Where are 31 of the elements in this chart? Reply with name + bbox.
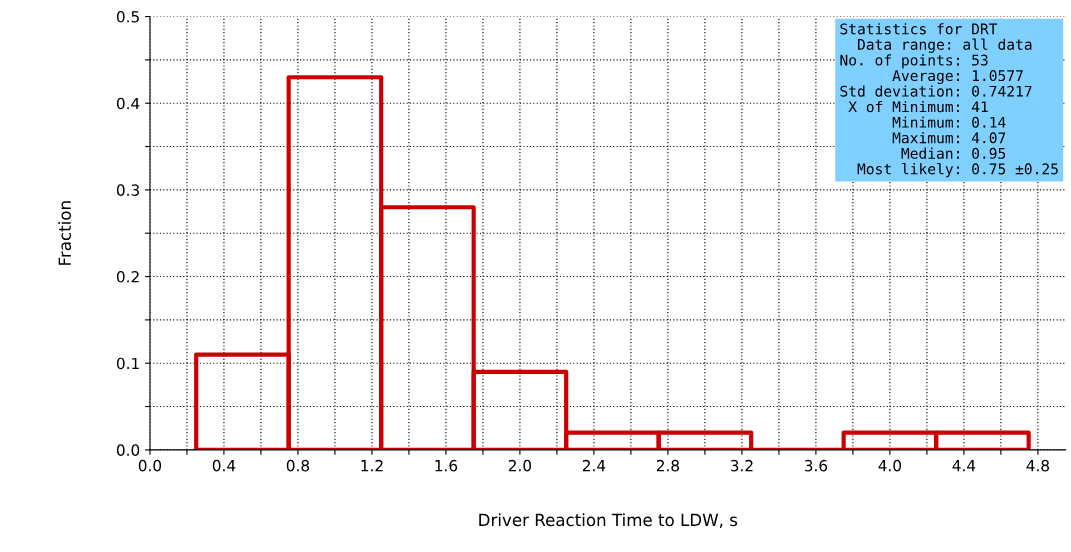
x-tick-label: 0.4 [212, 459, 236, 472]
y-axis-title: Fraction [58, 201, 72, 265]
annotation: X of Minimum: 41 [848, 100, 988, 113]
x-tick-label: 0.8 [286, 459, 310, 472]
x-tick-label: 3.6 [804, 459, 828, 472]
x-tick-label: 2.4 [582, 459, 606, 472]
x-tick-label: 1.6 [435, 459, 458, 472]
x-tick-label: 2.0 [508, 459, 532, 472]
y-tick-label: 0.5 [116, 11, 139, 23]
annotation: Maximum: 4.07 [892, 132, 1006, 144]
x-tick-label: 4.8 [1026, 459, 1049, 472]
annotation: Average: 1.0577 [892, 70, 1023, 85]
annotation: Data range: all data [858, 38, 1032, 53]
x-tick-label: 3.2 [730, 459, 753, 472]
annotation: Median: 0.95 [901, 147, 1006, 159]
y-tick-label: 0.0 [116, 444, 140, 456]
annotation: Statistics for DRT [840, 23, 998, 35]
x-tick-label: 0.0 [138, 459, 162, 472]
x-tick-label: 1.2 [361, 459, 383, 472]
annotation: Most likely: 0.75 ±0.25 [857, 163, 1058, 178]
x-tick-label: 2.8 [656, 459, 680, 472]
annotation: Std deviation: 0.74217 [840, 85, 1032, 97]
annotation: No. of points: 53 [840, 54, 988, 69]
y-tick-label: 0.3 [116, 184, 139, 196]
y-tick-label: 0.4 [116, 97, 140, 110]
y-tick-label: 0.2 [116, 271, 139, 283]
annotation: Minimum: 0.14 [892, 116, 1006, 128]
x-tick-label: 4.4 [952, 460, 976, 472]
x-tick-label: 4.0 [878, 459, 902, 472]
y-tick-label: 0.1 [116, 357, 139, 370]
x-axis-title: Driver Reaction Time to LDW, s [479, 513, 738, 528]
